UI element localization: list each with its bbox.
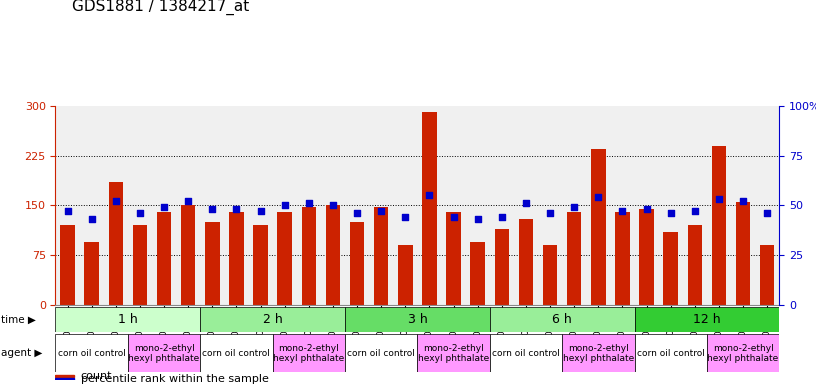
Point	[423, 192, 436, 199]
Bar	[615, 212, 630, 305]
Bar	[760, 245, 774, 305]
Bar	[736, 202, 751, 305]
Point	[133, 210, 146, 217]
Text: agent ▶: agent ▶	[1, 348, 42, 358]
Point	[109, 199, 122, 205]
Text: time ▶: time ▶	[1, 314, 36, 325]
Text: 2 h: 2 h	[263, 313, 282, 326]
Point	[664, 210, 677, 217]
Point	[254, 209, 267, 215]
Text: mono-2-ethyl
hexyl phthalate: mono-2-ethyl hexyl phthalate	[707, 344, 778, 363]
Bar	[350, 222, 364, 305]
Text: mono-2-ethyl
hexyl phthalate: mono-2-ethyl hexyl phthalate	[128, 344, 200, 363]
Point	[375, 209, 388, 215]
Point	[447, 214, 460, 220]
FancyBboxPatch shape	[490, 307, 635, 332]
Bar	[519, 219, 533, 305]
Text: corn oil control: corn oil control	[348, 349, 415, 358]
Bar	[640, 209, 654, 305]
FancyBboxPatch shape	[635, 307, 779, 332]
Bar	[326, 205, 340, 305]
Point	[85, 216, 98, 222]
Point	[761, 210, 774, 217]
Point	[520, 200, 533, 207]
FancyBboxPatch shape	[55, 307, 200, 332]
Text: GDS1881 / 1384217_at: GDS1881 / 1384217_at	[72, 0, 249, 15]
Text: corn oil control: corn oil control	[202, 349, 270, 358]
Bar	[277, 212, 292, 305]
Bar	[494, 229, 509, 305]
Text: corn oil control: corn oil control	[492, 349, 560, 358]
Text: 6 h: 6 h	[552, 313, 572, 326]
Bar	[55, 378, 73, 380]
Bar	[543, 245, 557, 305]
Bar	[422, 112, 437, 305]
FancyBboxPatch shape	[273, 334, 345, 372]
Bar	[253, 225, 268, 305]
Point	[399, 214, 412, 220]
Point	[351, 210, 364, 217]
Bar	[398, 245, 413, 305]
Point	[206, 206, 219, 212]
FancyBboxPatch shape	[345, 334, 418, 372]
Point	[302, 200, 315, 207]
Text: mono-2-ethyl
hexyl phthalate: mono-2-ethyl hexyl phthalate	[418, 344, 490, 363]
Bar	[712, 146, 726, 305]
Point	[182, 199, 195, 205]
FancyBboxPatch shape	[562, 334, 635, 372]
Text: 3 h: 3 h	[407, 313, 428, 326]
Text: count: count	[81, 371, 113, 381]
Point	[640, 206, 653, 212]
Bar	[663, 232, 678, 305]
Bar	[181, 205, 195, 305]
Bar	[302, 207, 316, 305]
FancyBboxPatch shape	[200, 334, 273, 372]
FancyBboxPatch shape	[345, 307, 490, 332]
Bar	[567, 212, 582, 305]
FancyBboxPatch shape	[707, 334, 779, 372]
Bar	[205, 222, 220, 305]
FancyBboxPatch shape	[200, 307, 345, 332]
FancyBboxPatch shape	[490, 334, 562, 372]
Point	[326, 202, 339, 209]
Bar	[471, 242, 485, 305]
Text: mono-2-ethyl
hexyl phthalate: mono-2-ethyl hexyl phthalate	[563, 344, 634, 363]
Point	[737, 199, 750, 205]
Point	[543, 210, 557, 217]
Bar	[446, 212, 461, 305]
Bar	[133, 225, 147, 305]
Bar	[84, 242, 99, 305]
Bar	[688, 225, 702, 305]
Point	[495, 214, 508, 220]
FancyBboxPatch shape	[635, 334, 707, 372]
Point	[230, 206, 243, 212]
Text: percentile rank within the sample: percentile rank within the sample	[81, 374, 268, 384]
Bar	[229, 212, 244, 305]
Text: 12 h: 12 h	[693, 313, 721, 326]
Bar	[157, 212, 171, 305]
FancyBboxPatch shape	[128, 334, 200, 372]
Text: 1 h: 1 h	[118, 313, 138, 326]
FancyBboxPatch shape	[418, 334, 490, 372]
Point	[471, 216, 484, 222]
Bar	[109, 182, 123, 305]
Text: corn oil control: corn oil control	[636, 349, 705, 358]
Point	[568, 204, 581, 210]
Point	[157, 204, 171, 210]
FancyBboxPatch shape	[55, 334, 128, 372]
Point	[278, 202, 291, 209]
Bar	[60, 225, 75, 305]
Text: corn oil control: corn oil control	[58, 349, 126, 358]
Point	[712, 196, 725, 202]
Point	[689, 209, 702, 215]
Bar	[374, 207, 388, 305]
Point	[61, 209, 74, 215]
Point	[592, 194, 605, 200]
Point	[616, 209, 629, 215]
Bar	[591, 149, 605, 305]
Text: mono-2-ethyl
hexyl phthalate: mono-2-ethyl hexyl phthalate	[273, 344, 344, 363]
Bar	[55, 375, 73, 377]
